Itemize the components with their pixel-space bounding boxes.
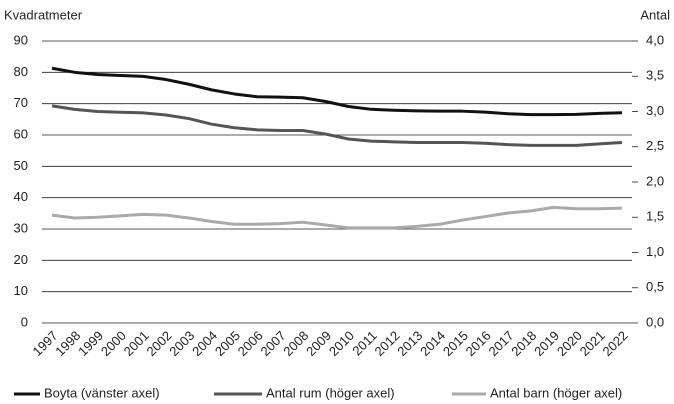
line-series xyxy=(51,205,623,230)
y-tick-label: 30 xyxy=(14,220,28,235)
y-tick-label: 50 xyxy=(14,158,28,173)
y2-tick-label: 1,0 xyxy=(646,244,664,259)
y-tick-label: 90 xyxy=(14,32,28,47)
x-tick-label: 2011 xyxy=(349,328,379,358)
line-series xyxy=(51,66,623,117)
y-tick-label: 10 xyxy=(14,283,28,298)
y2-tick-label: 2,0 xyxy=(646,173,664,188)
y2-tick-label: 4,0 xyxy=(646,32,664,47)
y-tick-label: 60 xyxy=(14,126,28,141)
y-tick-label: 20 xyxy=(14,252,28,267)
y2-tick-label: 1,5 xyxy=(646,209,664,224)
y-tick-label: 0 xyxy=(21,314,28,329)
line-series xyxy=(51,104,623,147)
y-tick-label: 40 xyxy=(14,189,28,204)
y-tick-label: 80 xyxy=(14,64,28,79)
y2-tick-label: 0,0 xyxy=(646,314,664,329)
y-tick-label: 70 xyxy=(14,95,28,110)
y2-tick-label: 2,5 xyxy=(646,138,664,153)
y2-tick-label: 0,5 xyxy=(646,279,664,294)
y2-tick-label: 3,0 xyxy=(646,103,664,118)
legend-label: Antal rum (höger axel) xyxy=(266,385,395,400)
legend-label: Antal barn (höger axel) xyxy=(490,385,622,400)
y2-tick-label: 3,5 xyxy=(646,68,664,83)
y2-axis-label: Antal xyxy=(640,7,670,22)
x-tick-label: 2022 xyxy=(599,328,630,359)
y-axis-label: Kvadratmeter xyxy=(4,7,83,22)
legend-label: Boyta (vänster axel) xyxy=(44,385,160,400)
